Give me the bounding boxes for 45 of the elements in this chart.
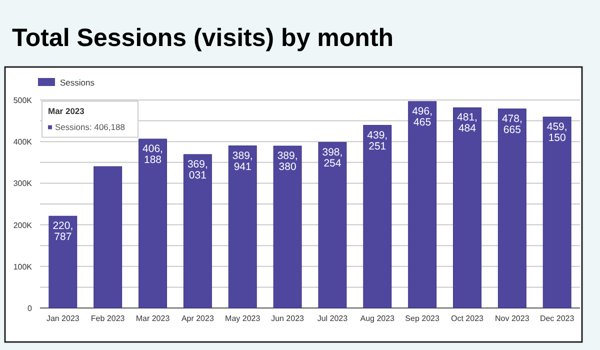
data-label: 406,188: [142, 143, 163, 166]
y-tick-label: 300K: [13, 179, 33, 188]
x-tick-label: Nov 2023: [495, 314, 530, 323]
data-label: 496,465: [412, 105, 433, 128]
bar: [498, 108, 526, 308]
bar: [453, 107, 482, 308]
y-tick-label: 0: [28, 304, 33, 313]
x-tick-label: Aug 2023: [360, 314, 396, 323]
x-tick-label: Mar 2023: [136, 314, 170, 323]
x-tick-label: Oct 2023: [451, 314, 484, 323]
y-tick-label: 400K: [13, 138, 33, 147]
x-tick-label: Jan 2023: [46, 314, 80, 323]
data-label: 220,787: [52, 220, 74, 244]
bar: [48, 216, 78, 308]
data-label: 481,484: [457, 112, 478, 135]
data-label: 439,251: [367, 129, 388, 152]
y-tick-label: 100K: [13, 262, 33, 272]
bar: [363, 124, 392, 308]
bar: [228, 145, 257, 308]
y-tick-label: 200K: [13, 220, 33, 230]
x-tick-label: Jun 2023: [271, 314, 305, 323]
bar: [542, 116, 572, 308]
x-tick-label: Sep 2023: [405, 314, 440, 323]
x-tick-label: Feb 2023: [90, 314, 126, 323]
annotation: Mar 2023: [48, 106, 85, 116]
data-label: 389,941: [232, 150, 253, 173]
bar: [138, 138, 167, 308]
x-tick-label: May 2023: [225, 314, 261, 323]
data-label: 398,254: [322, 146, 343, 170]
bar: [408, 101, 437, 308]
x-tick-label: Apr 2023: [181, 314, 214, 323]
bar: [318, 142, 347, 308]
bar: [94, 166, 122, 308]
data-label: 478,665: [502, 112, 522, 136]
y-tick-label: 500K: [13, 96, 33, 105]
text: Sessions: [60, 78, 94, 88]
data-label: 459,150: [546, 120, 568, 144]
bar: [273, 146, 302, 308]
annotation: Sessions: 406,188: [55, 122, 126, 132]
x-tick-label: Jul 2023: [317, 314, 348, 323]
x-tick-label: Dec 2023: [540, 314, 575, 323]
data-label: 369,031: [187, 158, 208, 182]
chart-title: Total Sessions (visits) by month: [12, 24, 394, 52]
data-label: 389,380: [277, 150, 298, 174]
bar: [183, 154, 212, 308]
